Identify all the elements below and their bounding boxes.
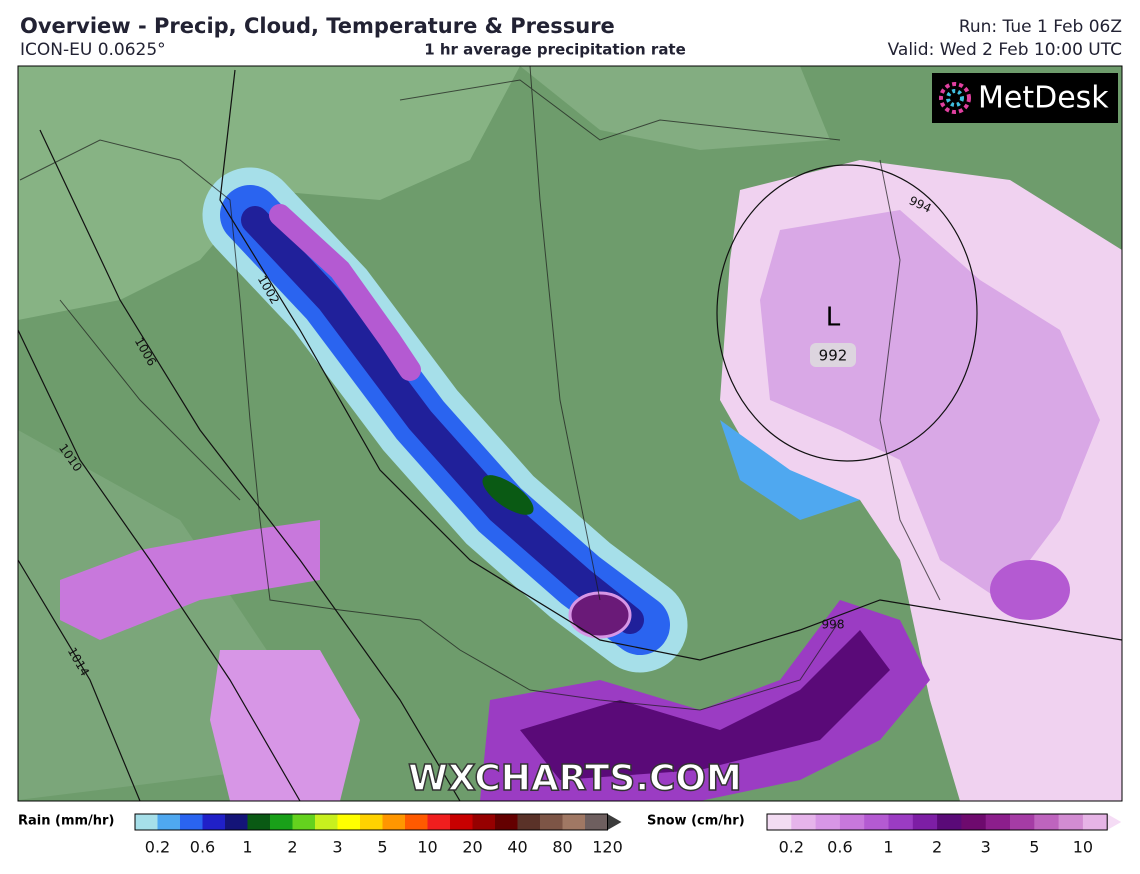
legend-swatch (450, 814, 473, 830)
map-frame (17, 65, 1123, 802)
snow-area (760, 210, 1100, 600)
snow-core (990, 560, 1070, 620)
product: 1 hr average precipitation rate (424, 41, 686, 59)
legend-tick-label: 0.6 (190, 838, 215, 857)
low-symbol: L (826, 303, 841, 333)
legend-swatch (1010, 814, 1035, 830)
isobar (716, 164, 978, 462)
legend-swatch (562, 814, 586, 830)
legend-swatch (985, 814, 1011, 830)
legend-tick-label: 120 (592, 838, 623, 857)
legend-swatch (495, 814, 518, 830)
legend-tick-label: 0.2 (779, 838, 804, 857)
rain-core (482, 475, 534, 515)
legend-frame (766, 813, 1108, 831)
legend-swatch (360, 814, 383, 830)
legend-tick-label: 2 (287, 838, 297, 857)
snow-area (210, 650, 360, 801)
model: ICON-EU 0.0625° (20, 40, 166, 60)
snow-area (60, 520, 320, 640)
legend-frame (134, 813, 608, 831)
legend-swatch (961, 814, 987, 830)
rain-legend-label: Rain (mm/hr) (18, 814, 114, 829)
legend-swatch (472, 814, 496, 830)
legend-tick-label: 3 (981, 838, 991, 857)
logo-icon (939, 82, 971, 114)
legend-swatch (427, 814, 451, 830)
legend-swatch (382, 814, 406, 830)
legend-swatch (292, 814, 316, 830)
legend-swatch (315, 814, 338, 830)
legend-tick-label: 2 (932, 838, 942, 857)
legend-tick-label: 1 (242, 838, 252, 857)
isobar-label: 998 (822, 618, 845, 632)
isobar (39, 129, 461, 801)
legend-tick-label: 3 (332, 838, 342, 857)
legend-swatch (405, 814, 428, 830)
legend-swatch (791, 814, 817, 830)
legend-swatch (540, 814, 563, 830)
legend-tick-label: 0.2 (145, 838, 170, 857)
isobar (18, 559, 141, 801)
legend-tick-label: 10 (1073, 838, 1093, 857)
watermark: WXCHARTS.COM (408, 758, 742, 799)
legend-tick-label: 1 (883, 838, 893, 857)
legend: 0.2 0.6 1 2 3 5 10 20 40 80 120 0.2 0.6 1 2 3 5 10 (134, 813, 1122, 857)
legend-tick-label: 5 (377, 838, 387, 857)
rain-area (720, 420, 860, 520)
valid: Valid: Wed 2 Feb 10:00 UTC (888, 40, 1122, 60)
legend-tick-label: 0.6 (827, 838, 852, 857)
legend-swatch (912, 814, 938, 830)
cloud-free (520, 66, 830, 150)
title: Overview - Precip, Cloud, Temperature & … (20, 14, 615, 38)
legend-arrow (607, 814, 622, 830)
run: Run: Tue 1 Feb 06Z (959, 17, 1122, 37)
legend-swatch (202, 814, 226, 830)
legend-swatch (1058, 814, 1084, 830)
legend-swatch (815, 814, 841, 830)
legend-tick-label: 40 (507, 838, 527, 857)
snow-legend-label: Snow (cm/hr) (647, 814, 745, 829)
isobar (219, 69, 1122, 661)
legend-swatch (337, 814, 361, 830)
legend-swatch (839, 814, 865, 830)
legend-swatch (135, 814, 158, 830)
legend-swatch (247, 814, 271, 830)
legend-tick-label: 5 (1029, 838, 1039, 857)
isobar (18, 329, 301, 801)
legend-swatch (585, 814, 608, 830)
legend-swatch (767, 814, 792, 830)
rain-band (241, 206, 644, 634)
low-pressure: 992 (819, 347, 848, 365)
legend-swatch (180, 814, 203, 830)
legend-tick-label: 20 (462, 838, 482, 857)
legend-arrow (1107, 814, 1122, 830)
low-box (810, 343, 856, 367)
snow-core (520, 630, 890, 780)
legend-swatch (270, 814, 293, 830)
logo-text: MetDesk (978, 81, 1109, 116)
legend-tick-label: 10 (417, 838, 437, 857)
legend-tick-label: 80 (552, 838, 572, 857)
legend-swatch (888, 814, 914, 830)
legend-swatch (225, 814, 248, 830)
snow-band (269, 204, 421, 381)
snow-core (568, 591, 632, 639)
legend-swatch (864, 814, 889, 830)
legend-swatch (517, 814, 541, 830)
legend-swatch (1034, 814, 1060, 830)
legend-swatch (157, 814, 181, 830)
legend-swatch (1082, 814, 1108, 830)
cloud-free (18, 66, 520, 320)
border (19, 66, 941, 711)
legend-swatch (937, 814, 962, 830)
map: 1002 1006 1010 1014 994 998 L 992 MetDes… (18, 66, 1122, 801)
